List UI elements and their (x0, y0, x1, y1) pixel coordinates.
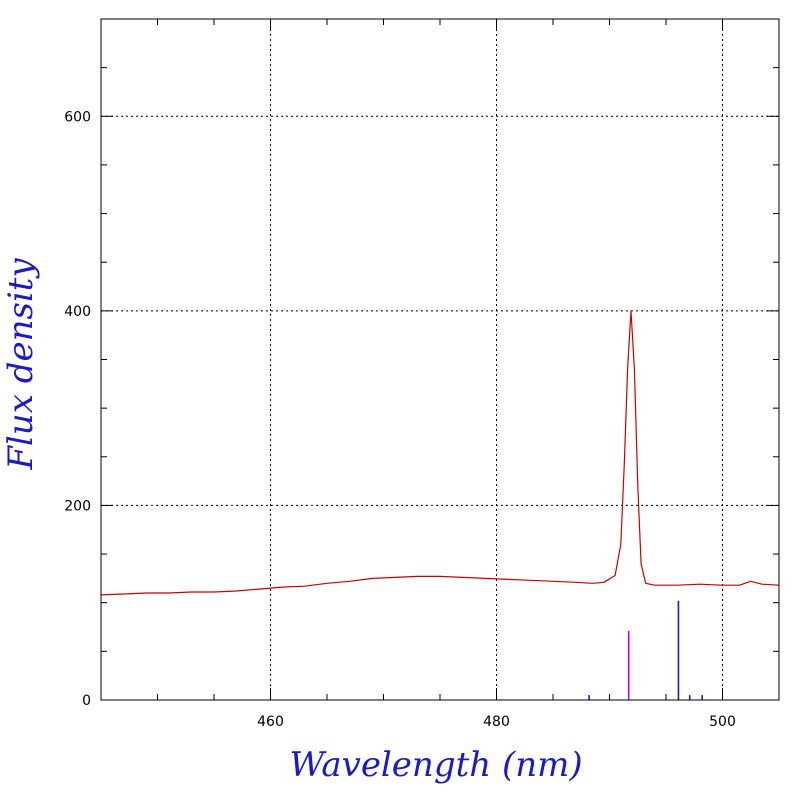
y-tick-label: 0 (82, 693, 91, 709)
spectrum-line (100, 310, 780, 596)
x-tick-label: 480 (483, 714, 510, 730)
minor-ticks (100, 18, 780, 701)
y-tick-label: 200 (64, 498, 91, 514)
plot-frame (100, 18, 780, 701)
x-tick-label: 500 (709, 714, 736, 730)
grid-lines (101, 19, 779, 700)
y-axis-title: Flux density (1, 258, 41, 471)
x-tick-label: 460 (257, 714, 284, 730)
line-markers (588, 600, 703, 700)
tick-labels: 460 480 500 0 200 400 600 (64, 109, 736, 730)
y-tick-label: 400 (64, 304, 91, 320)
x-axis-title: Wavelength (nm) (289, 745, 582, 785)
series-layer (100, 310, 780, 596)
y-tick-label: 600 (64, 109, 91, 125)
